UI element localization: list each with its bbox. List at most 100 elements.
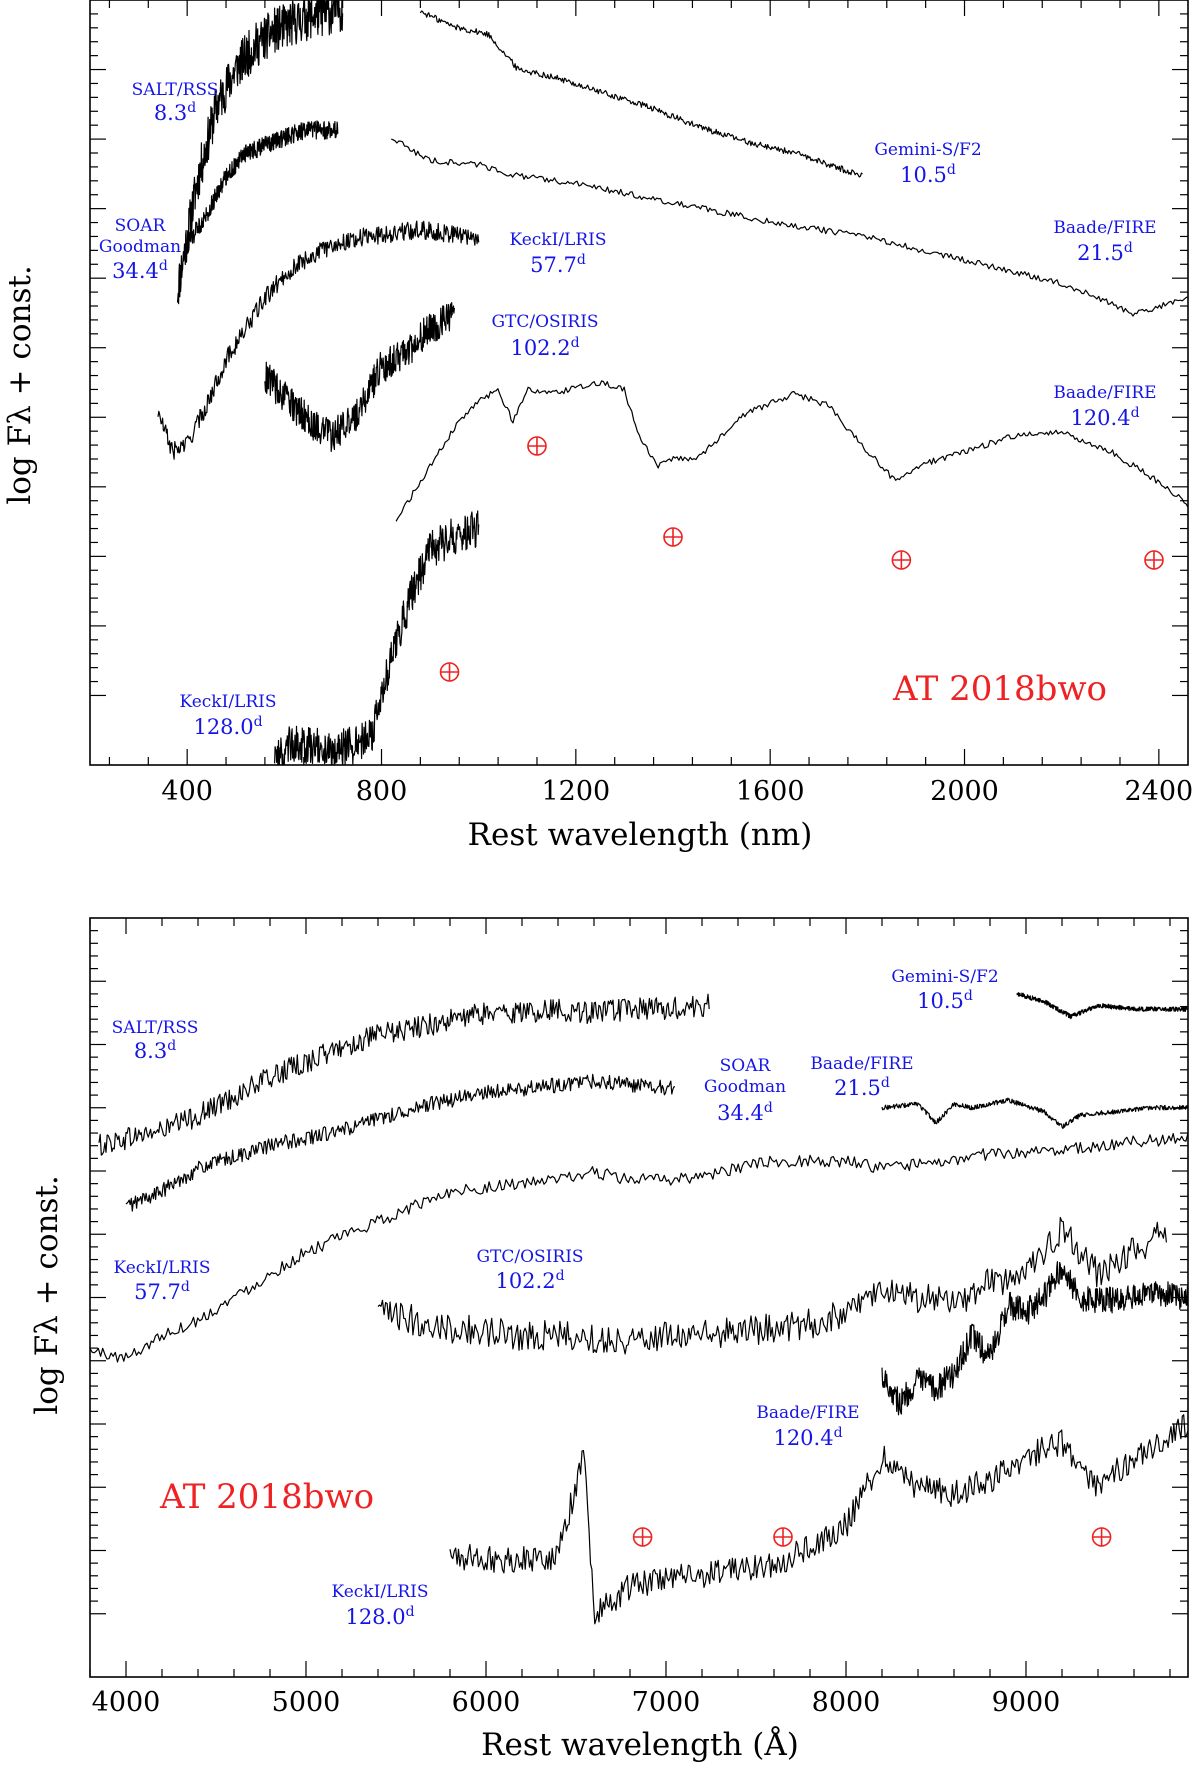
series-label-name: Goodman bbox=[99, 237, 181, 257]
series-label-phase: 21.5d bbox=[834, 1075, 890, 1100]
panel-top-nm: 400 800 1200 1600 2000 2400 Rest wavelength (n… bbox=[2, 0, 1193, 853]
spectrum-line bbox=[1016, 992, 1188, 1020]
series-label-name: Gemini-S/F2 bbox=[874, 140, 981, 160]
spectrum-line bbox=[157, 220, 480, 460]
phase-unit: d bbox=[881, 1075, 890, 1091]
telluric-marker-icon bbox=[891, 550, 912, 570]
spectrum-line bbox=[98, 993, 710, 1156]
phase-unit: d bbox=[964, 988, 973, 1004]
x-tick-label: 400 bbox=[161, 776, 213, 807]
plot-area bbox=[90, 992, 1188, 1625]
series-label-phase: 21.5d bbox=[1077, 240, 1133, 265]
phase-unit: d bbox=[1131, 405, 1140, 421]
series-label: GTC/OSIRIS 102.2d bbox=[491, 312, 598, 360]
series-label-phase: 10.5d bbox=[900, 162, 956, 187]
plot-frame bbox=[89, 0, 1189, 766]
series-label-phase: 57.7d bbox=[530, 252, 586, 277]
telluric-marker-icon bbox=[663, 527, 683, 547]
series-label-name: GTC/OSIRIS bbox=[476, 1247, 583, 1267]
spectrum-line bbox=[881, 1097, 1188, 1129]
series-label-name: KeckI/LRIS bbox=[113, 1258, 210, 1278]
phase-unit: d bbox=[167, 1038, 176, 1054]
phase-unit: d bbox=[254, 714, 263, 730]
phase-unit: d bbox=[764, 1100, 773, 1116]
phase-unit: d bbox=[947, 162, 956, 178]
spectrum-line bbox=[125, 1073, 675, 1212]
spectrum-line bbox=[377, 1216, 1167, 1355]
series-label-phase: 120.4d bbox=[773, 1425, 842, 1450]
plot-area bbox=[157, 0, 1188, 765]
telluric-marker-icon bbox=[632, 1527, 653, 1547]
series-label-phase: 102.2d bbox=[510, 335, 579, 360]
phase-unit: d bbox=[1124, 240, 1133, 256]
phase-unit: d bbox=[406, 1604, 415, 1620]
series-label-name: SOAR bbox=[115, 216, 167, 236]
telluric-marker-icon bbox=[1091, 1527, 1112, 1547]
x-tick-label: 9000 bbox=[992, 1687, 1061, 1718]
series-label-phase: 128.0d bbox=[345, 1604, 414, 1629]
x-tick-label: 8000 bbox=[812, 1687, 881, 1718]
phase-unit: d bbox=[577, 252, 586, 268]
x-tick-label: 2400 bbox=[1124, 776, 1193, 807]
spectrum-line bbox=[395, 380, 1188, 522]
x-tick-label: 1200 bbox=[541, 776, 610, 807]
telluric-marker-icon bbox=[439, 662, 460, 682]
series-label-name: KeckI/LRIS bbox=[179, 692, 276, 712]
spectrum-line bbox=[419, 10, 863, 178]
series-label-name: Baade/FIRE bbox=[756, 1403, 859, 1423]
x-tick-label: 800 bbox=[356, 776, 408, 807]
spectrum-line bbox=[264, 302, 455, 452]
series-label-name: Baade/FIRE bbox=[1053, 383, 1156, 403]
series-label-phase: 102.2d bbox=[495, 1268, 564, 1293]
y-axis-title: log Fλ + const. bbox=[2, 265, 38, 504]
series-label-phase: 8.3d bbox=[134, 1038, 176, 1063]
y-axis-title: log Fλ + const. bbox=[29, 1175, 65, 1414]
panel-bottom-angstrom: 4000 5000 6000 7000 8000 9000 Rest wavelength … bbox=[29, 917, 1189, 1763]
series-label-name: SALT/RSS bbox=[132, 80, 219, 100]
x-tick-label: 2000 bbox=[930, 776, 999, 807]
series-label-name: KeckI/LRIS bbox=[331, 1582, 428, 1602]
telluric-marker-icon bbox=[1144, 550, 1164, 570]
spectrum-line bbox=[881, 1261, 1188, 1416]
phase-unit: d bbox=[556, 1268, 565, 1284]
series-label-name: Baade/FIRE bbox=[1053, 218, 1156, 238]
series-label-name: GTC/OSIRIS bbox=[491, 312, 598, 332]
x-tick-label: 5000 bbox=[272, 1687, 341, 1718]
x-tick-label: 4000 bbox=[92, 1687, 161, 1718]
series-label-name: Baade/FIRE bbox=[810, 1054, 913, 1074]
series-label-phase: 128.0d bbox=[193, 714, 262, 739]
spectrum-line bbox=[390, 138, 1188, 317]
series-label-phase: 8.3d bbox=[154, 100, 196, 125]
spectrum-line bbox=[186, 120, 339, 254]
x-tick-label: 1600 bbox=[736, 776, 805, 807]
series-label-name: Goodman bbox=[704, 1077, 786, 1097]
spectrum-line bbox=[274, 510, 480, 765]
series-label-phase: 10.5d bbox=[917, 988, 973, 1013]
spectrum-line bbox=[90, 1132, 1188, 1363]
spectrum-line bbox=[449, 1414, 1188, 1625]
phase-unit: d bbox=[159, 258, 168, 274]
series-label-phase: 34.4d bbox=[717, 1100, 773, 1125]
spectrum-line bbox=[176, 0, 344, 305]
object-label: AT 2018bwo bbox=[892, 669, 1107, 709]
x-axis-title: Rest wavelength (nm) bbox=[468, 817, 813, 853]
plot-frame bbox=[89, 917, 1189, 1678]
series-label-phase: 34.4d bbox=[112, 258, 168, 283]
object-label: AT 2018bwo bbox=[159, 1477, 374, 1517]
telluric-marker-icon bbox=[773, 1527, 793, 1547]
